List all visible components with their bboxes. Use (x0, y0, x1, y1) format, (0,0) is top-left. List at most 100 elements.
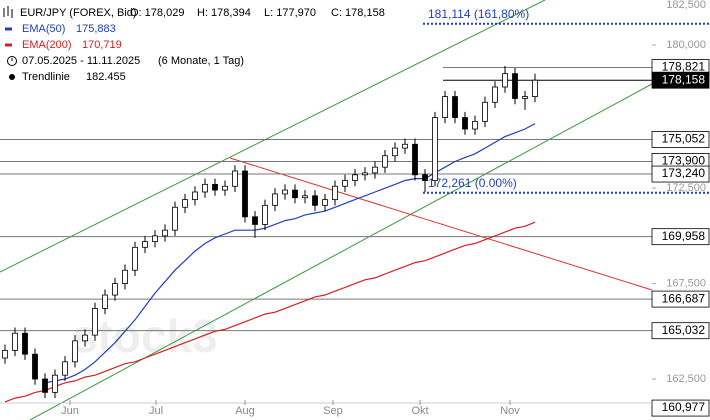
price-box (651, 290, 710, 308)
legend-value: 170,719 (82, 39, 122, 51)
y-tick-label: 182,500 (666, 0, 706, 11)
channel-upper (0, 0, 546, 273)
x-tick-label: Jul (149, 405, 163, 417)
candle-body (62, 361, 68, 376)
candle-body (332, 185, 338, 201)
channel-lower (29, 83, 653, 420)
ema-line (44, 123, 536, 384)
bars-icon (3, 6, 13, 18)
candle-body (172, 206, 178, 231)
price-box (651, 399, 710, 417)
y-tick-label: 180,000 (666, 39, 706, 51)
price-box-label: 169,958 (662, 229, 706, 243)
period-note: (6 Monate, 1 Tag) (158, 55, 244, 67)
legend-name: EMA(50) (22, 23, 65, 35)
price-box-label: 166,687 (662, 291, 706, 305)
candle-body (182, 199, 188, 208)
high: H: 178,394 (197, 7, 251, 19)
legend-value: 175,883 (76, 23, 116, 35)
candle-body (372, 166, 378, 174)
candle-body (502, 73, 508, 88)
fib-label: 181,114 (161,80%) (428, 7, 529, 21)
price-box (651, 322, 710, 340)
candle-body (342, 180, 348, 187)
candle-body (402, 143, 408, 149)
candle-body (22, 332, 28, 355)
open: O: 178,029 (130, 7, 184, 19)
price-box (651, 228, 710, 246)
candle-body (192, 191, 198, 201)
x-tick-label: Okt (411, 405, 428, 417)
candle-body (42, 378, 48, 393)
candle-body (202, 183, 208, 193)
candle-body (452, 96, 458, 118)
x-tick-label: Aug (235, 405, 255, 417)
candle-body (152, 235, 158, 243)
candle-body (12, 332, 18, 351)
price-box (651, 165, 710, 183)
candle-body (462, 117, 468, 130)
trend-icon (9, 74, 15, 80)
price-box (651, 131, 710, 148)
price-box-label: 173,900 (662, 154, 706, 168)
candle-body (292, 189, 298, 199)
candle-body (512, 73, 518, 99)
y-tick-label: 172,500 (666, 182, 706, 194)
trend-value: 182.455 (86, 71, 126, 83)
candle-body (352, 174, 358, 181)
y-tick-label: 162,500 (666, 373, 706, 385)
candle-body (142, 241, 148, 248)
candle-body (472, 120, 478, 130)
low: L: 177,970 (264, 7, 316, 19)
price-box-label: 178,821 (662, 60, 706, 74)
ema-line (4, 221, 536, 403)
candle-body (302, 195, 308, 199)
candle-body (422, 174, 428, 181)
candle-body (312, 195, 318, 206)
close: C: 178,158 (331, 7, 385, 19)
candle-body (82, 334, 88, 342)
candle-body (382, 155, 388, 168)
legend-name: EMA(200) (22, 39, 72, 51)
candle-body (492, 86, 498, 103)
x-tick-label: Sep (323, 405, 343, 417)
price-box-label: 178,158 (662, 72, 706, 86)
candle-body (52, 374, 58, 393)
candle-body (242, 170, 248, 218)
candle-body (432, 117, 438, 181)
price-box-label: 175,052 (662, 132, 706, 146)
price-box-label: 173,240 (662, 166, 706, 180)
candle-body (282, 189, 288, 195)
candle-body (262, 204, 268, 225)
candle-body (32, 353, 38, 380)
legend: EUR/JPY (FOREX, Bid) O: 178,029 H: 178,3… (3, 6, 385, 83)
x-tick-label: Nov (500, 405, 520, 417)
candle-body (522, 96, 528, 99)
candle-body (162, 229, 168, 237)
candle-body (122, 269, 128, 284)
candle-body (442, 96, 448, 118)
candle-body (222, 185, 228, 191)
candle-body (252, 216, 258, 225)
candle-body (272, 193, 278, 206)
candle-body (392, 147, 398, 157)
candle-body (212, 183, 218, 191)
price-box-label: 160,977 (662, 400, 706, 414)
trend-name: Trendlinie (22, 71, 70, 83)
y-tick-label: 167,500 (666, 277, 706, 289)
candle-body (92, 307, 98, 336)
price-box-label: 165,032 (662, 323, 706, 337)
candle-body (482, 101, 488, 122)
clock-icon (7, 56, 17, 66)
candle-body (412, 143, 418, 176)
symbol: EUR/JPY (FOREX, Bid) (20, 7, 137, 19)
period: 07.05.2025 - 11.11.2025 (22, 55, 140, 67)
fib-label: 172,261 (0.00%) (428, 176, 517, 190)
x-tick-label: Jun (61, 405, 79, 417)
price-box (651, 71, 710, 89)
candle-body (362, 172, 368, 176)
candle-body (102, 294, 108, 309)
candle-body (112, 283, 118, 296)
candle-body (132, 246, 138, 271)
